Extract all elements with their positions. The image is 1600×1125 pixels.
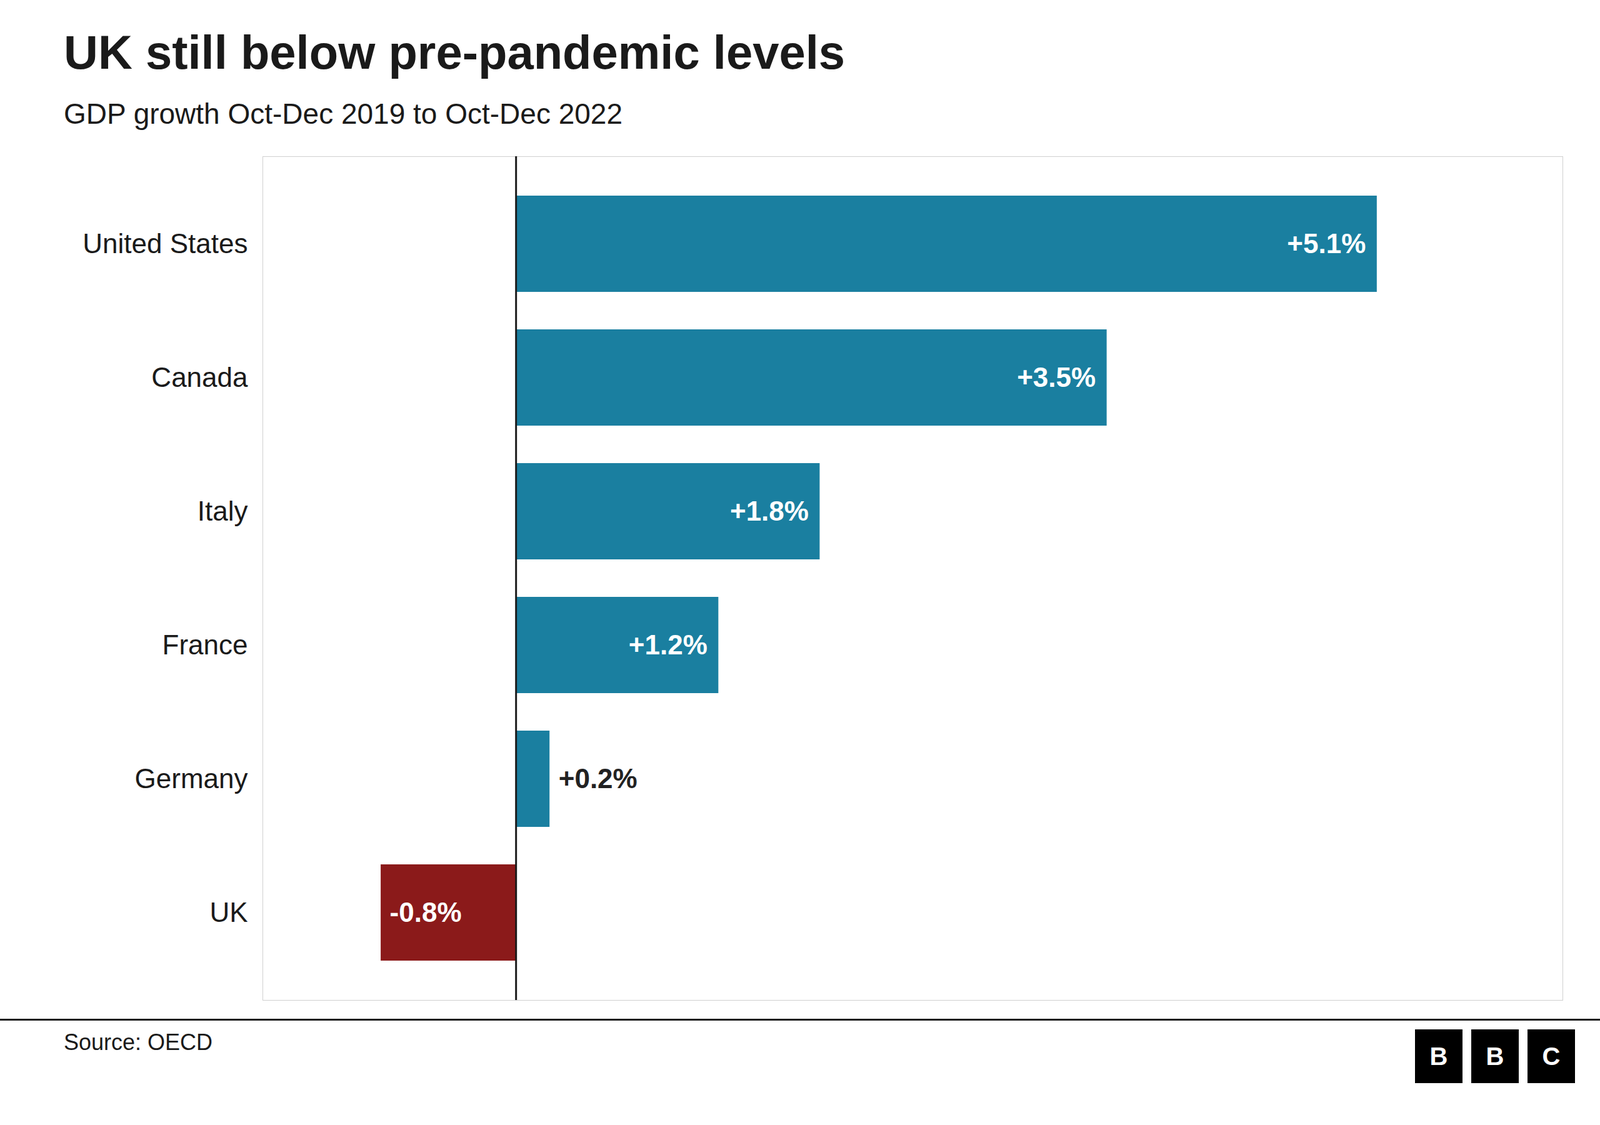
svg-text:Germany: Germany [135, 763, 249, 794]
html-text:C: C [1542, 1042, 1561, 1070]
svg-text:Canada: Canada [151, 361, 249, 393]
html-text:B: B [1485, 1042, 1504, 1070]
svg-text:+0.2%: +0.2% [558, 763, 638, 794]
svg-text:France: France [162, 629, 249, 660]
html-text:B: B [1429, 1042, 1448, 1070]
svg-text:+3.5%: +3.5% [1016, 361, 1096, 393]
html-text:UK still below pre-pandemic le: UK still below pre-pandemic levels [63, 25, 846, 79]
html-text:Source: OECD: Source: OECD [63, 1029, 213, 1055]
svg-text:+1.2%: +1.2% [628, 629, 708, 660]
svg-text:+5.1%: +5.1% [1286, 228, 1366, 259]
svg-text:-0.8%: -0.8% [390, 896, 462, 928]
svg-text:UK: UK [209, 896, 248, 928]
svg-text:+1.8%: +1.8% [730, 495, 809, 527]
svg-text:Italy: Italy [197, 495, 249, 527]
svg-text:United States: United States [82, 228, 248, 259]
html-text:GDP growth Oct-Dec 2019 to Oct: GDP growth Oct-Dec 2019 to Oct-Dec 2022 [63, 97, 623, 131]
